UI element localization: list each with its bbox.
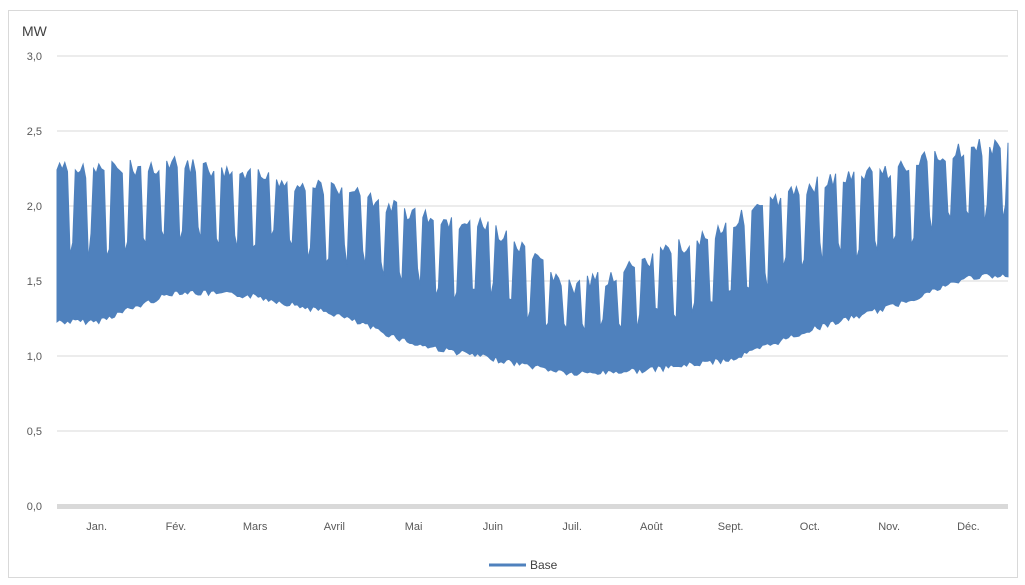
x-tick-label: Juil. (562, 521, 582, 533)
x-axis-ticks: Jan. Fév. Mars Avril Mai Juin Juil. Août Sept. Oc… (86, 521, 979, 533)
x-tick-label: Juin (483, 521, 503, 533)
y-axis-unit-label: MW (22, 23, 48, 39)
legend-label: Base (530, 558, 558, 572)
x-tick-label: Août (640, 521, 663, 533)
y-tick-label: 3,0 (27, 51, 42, 63)
x-tick-label: Jan. (86, 521, 107, 533)
y-tick-label: 2,5 (27, 126, 42, 138)
x-tick-label: Avril (324, 521, 345, 533)
series-base-band (56, 138, 1009, 376)
y-tick-label: 0,0 (27, 501, 42, 513)
y-tick-label: 2,0 (27, 201, 42, 213)
x-tick-label: Sept. (718, 521, 744, 533)
x-tick-label: Déc. (957, 521, 980, 533)
series-area (56, 138, 1009, 376)
y-tick-label: 1,5 (27, 276, 42, 288)
legend: Base (489, 558, 558, 572)
x-tick-label: Fév. (166, 521, 187, 533)
x-tick-label: Mars (243, 521, 268, 533)
y-tick-label: 0,5 (27, 426, 42, 438)
y-tick-label: 1,0 (27, 351, 42, 363)
x-tick-label: Oct. (800, 521, 820, 533)
y-axis-ticks: 0,0 0,5 1,0 1,5 2,0 2,5 3,0 (27, 51, 42, 513)
x-tick-label: Nov. (878, 521, 900, 533)
x-tick-label: Mai (405, 521, 423, 533)
